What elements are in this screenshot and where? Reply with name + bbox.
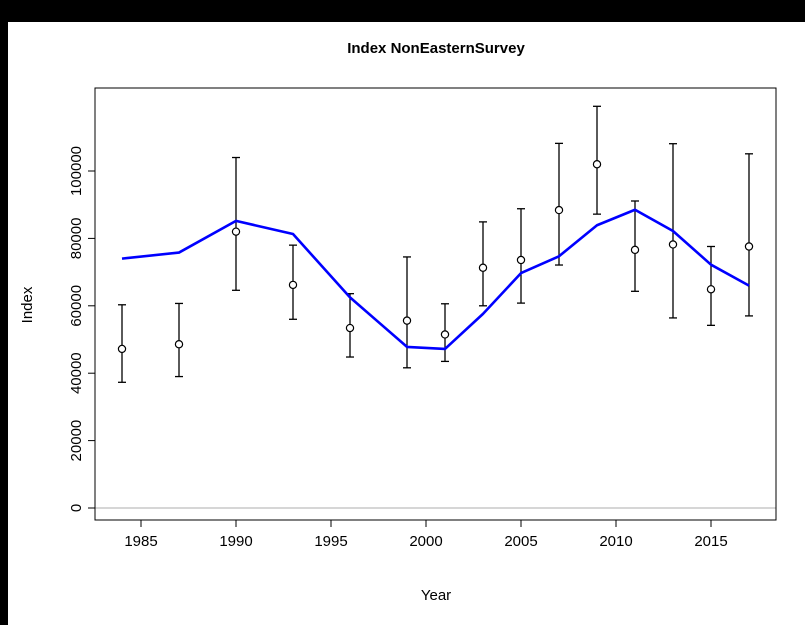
plot-layer [95, 105, 776, 509]
observed-point [554, 205, 564, 215]
x-tick-label: 1990 [219, 533, 252, 550]
y-tick-label: 40000 [68, 352, 85, 394]
y-tick-label: 80000 [68, 218, 85, 260]
x-tick-label: 1995 [314, 533, 347, 550]
y-axis-label: Index [19, 286, 36, 323]
x-tick-label: 2010 [599, 533, 632, 550]
observed-point [744, 242, 754, 251]
x-tick-label: 2005 [504, 533, 537, 550]
y-tick-label: 60000 [68, 285, 85, 327]
x-tick-label: 1985 [124, 533, 157, 550]
observed-point [288, 280, 298, 290]
x-axis: 1985 1990 1995 2000 2005 2010 2015 [124, 520, 728, 550]
y-tick-label: 20000 [68, 420, 85, 462]
observed-point [706, 285, 716, 294]
observed-point [402, 316, 412, 325]
observed-point [516, 255, 526, 265]
observed-point [668, 240, 678, 249]
x-axis-label: Year [421, 587, 451, 604]
x-tick-label: 2015 [694, 533, 727, 550]
x-tick-label: 2000 [409, 533, 442, 550]
observed-point [345, 323, 355, 333]
fitted-line [121, 208, 750, 351]
plot-border [94, 87, 777, 521]
observed-point [231, 227, 241, 236]
chart-title: Index NonEasternSurvey [347, 40, 525, 57]
observed-point [478, 263, 488, 272]
y-tick-label: 100000 [68, 146, 85, 196]
observed-point [174, 340, 184, 349]
observed-point [630, 245, 640, 255]
observed-point [440, 330, 450, 339]
y-axis: 0 20000 40000 60000 80000 100000 [68, 146, 95, 512]
observed-point [117, 344, 127, 354]
y-tick-label: 0 [68, 504, 85, 512]
observed-point [592, 160, 602, 169]
